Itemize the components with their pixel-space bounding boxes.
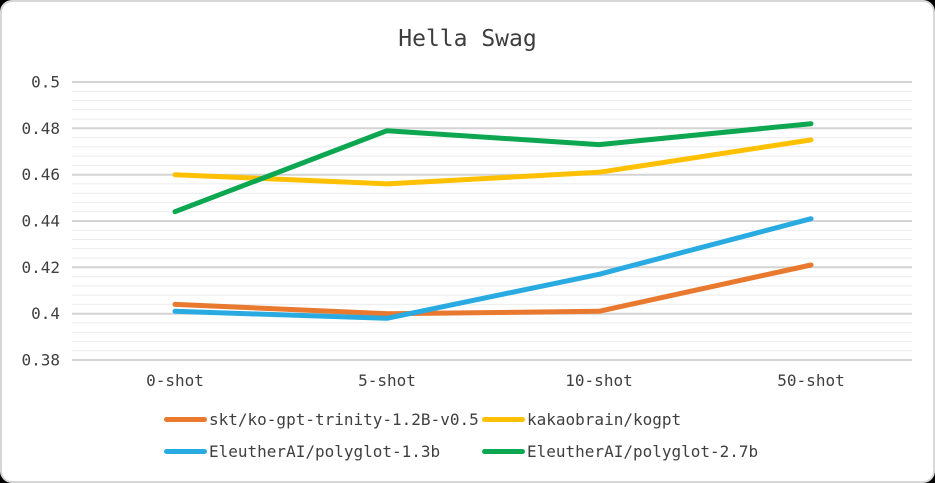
y-axis-tick-label: 0.48 bbox=[21, 119, 60, 138]
y-axis-tick-label: 0.46 bbox=[21, 165, 60, 184]
legend-swatch-yellow bbox=[482, 416, 525, 422]
series-line-eleutherai-polyglot-2-7b bbox=[172, 121, 814, 215]
legend-swatch-orange bbox=[164, 416, 207, 422]
y-axis-tick-label: 0.5 bbox=[31, 73, 60, 92]
legend-item: kakaobrain/kogpt bbox=[482, 408, 758, 430]
series-line-kakaobrain-kogpt bbox=[172, 137, 814, 187]
y-axis-tick-label: 0.44 bbox=[21, 212, 60, 231]
legend-item: skt/ko-gpt-trinity-1.2B-v0.5 bbox=[164, 408, 482, 430]
legend-item: EleutherAI/polyglot-1.3b bbox=[164, 440, 482, 462]
series-line-skt-ko-gpt-trinity-1-2b-v0-5 bbox=[172, 262, 814, 317]
legend-item: EleutherAI/polyglot-2.7b bbox=[482, 440, 758, 462]
series-line-eleutherai-polyglot-1-3b bbox=[172, 216, 814, 321]
line-chart-plot-area: 0.5 0.48 0.46 0.44 0.42 0.4 0.38 0-shot 5-shot 10… bbox=[21, 73, 912, 390]
y-axis-tick-label: 0.38 bbox=[21, 351, 60, 370]
legend-label: kakaobrain/kogpt bbox=[527, 409, 682, 429]
x-axis-tick-label: 50-shot bbox=[777, 371, 844, 390]
legend-label: EleutherAI/polyglot-1.3b bbox=[209, 441, 441, 461]
legend-label: skt/ko-gpt-trinity-1.2B-v0.5 bbox=[209, 409, 479, 429]
chart-title: Hella Swag bbox=[398, 26, 537, 52]
legend-swatch-green bbox=[482, 448, 525, 454]
legend-swatch-blue bbox=[164, 448, 207, 454]
y-axis-tick-label: 0.4 bbox=[31, 304, 60, 323]
x-axis-tick-label: 0-shot bbox=[146, 371, 204, 390]
x-axis-tick-label: 10-shot bbox=[565, 371, 632, 390]
y-axis-tick-label: 0.42 bbox=[21, 258, 60, 277]
x-axis-tick-label: 5-shot bbox=[358, 371, 416, 390]
chart-legend: skt/ko-gpt-trinity-1.2B-v0.5 kakaobrain/… bbox=[164, 408, 758, 462]
legend-label: EleutherAI/polyglot-2.7b bbox=[527, 441, 759, 461]
